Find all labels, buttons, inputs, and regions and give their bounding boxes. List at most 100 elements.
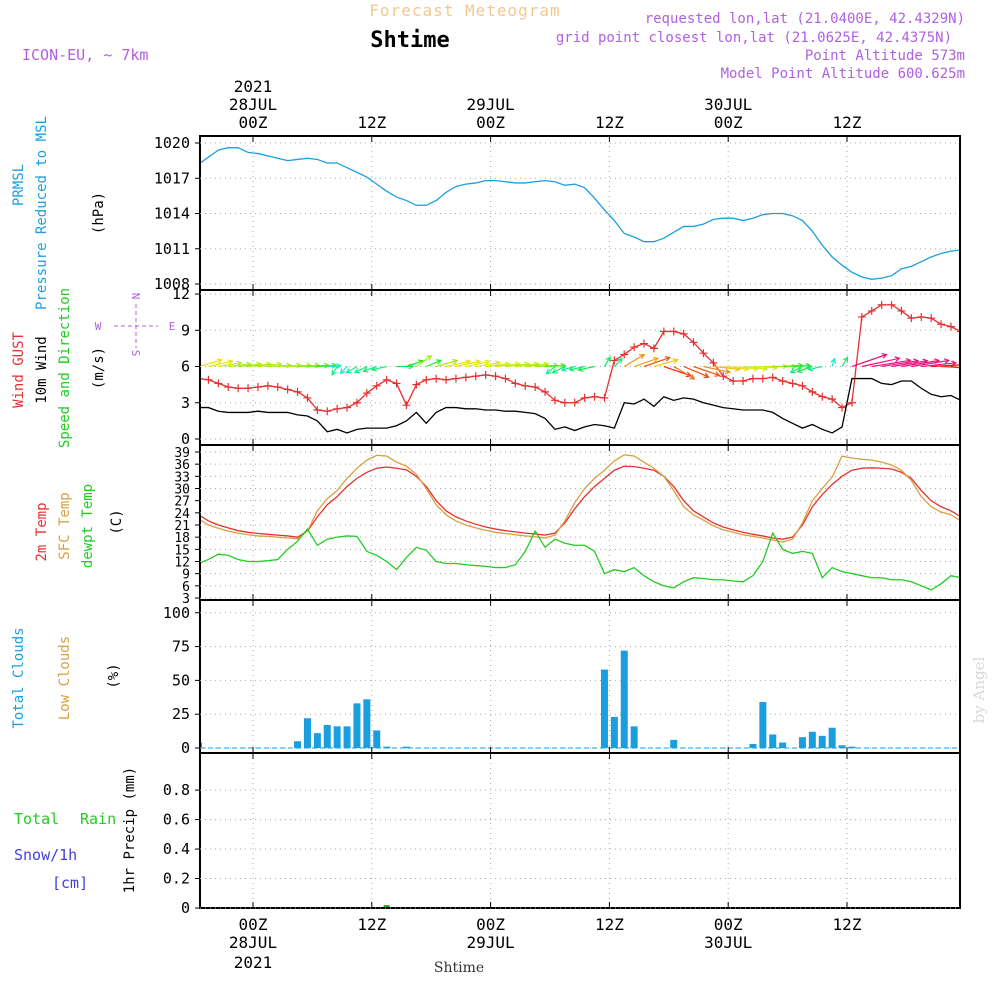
wind-arrow-head: [339, 368, 346, 375]
snow-label: Snow/1h: [14, 846, 77, 864]
gust-marker: [659, 327, 668, 336]
gust-marker: [758, 374, 767, 383]
gust-marker: [877, 300, 886, 309]
wind-arrow: [950, 365, 959, 369]
gust-marker: [442, 375, 451, 384]
bar: [363, 699, 371, 748]
top-date-label: 30JUL: [704, 95, 752, 114]
location-title: Shtime: [370, 28, 449, 53]
wind-arrow: [455, 360, 481, 368]
wind-arrow: [742, 365, 768, 370]
wind-arrow: [426, 359, 442, 368]
wind-arrow-head: [551, 368, 558, 374]
bar: [343, 726, 351, 748]
wind-arrow-head: [484, 359, 491, 366]
gust-marker: [669, 327, 678, 336]
y-tick-label: 6: [181, 358, 190, 376]
wind-arrow-head: [685, 371, 692, 378]
gust-marker: [201, 377, 203, 380]
bottom-hour-label: 00Z: [239, 915, 268, 934]
gust-marker: [630, 343, 639, 352]
gust-marker: [531, 383, 540, 392]
gust-marker: [847, 398, 856, 407]
wind-arrow: [613, 358, 623, 367]
gust-marker: [491, 372, 500, 381]
wind-arrow: [545, 364, 566, 368]
wind-arrow: [633, 357, 659, 368]
gust-marker: [511, 379, 520, 388]
gust-marker: [501, 374, 510, 383]
wind-arrow: [921, 362, 956, 368]
wind-arrow-head: [617, 357, 623, 364]
bar: [828, 727, 836, 748]
wind-arrow-head: [494, 360, 502, 367]
gust-marker: [521, 381, 530, 390]
clouds-unit-label: (%): [106, 663, 122, 688]
wind-arrow: [961, 367, 987, 374]
top-hour-label: 12Z: [833, 113, 862, 132]
gust-marker: [451, 374, 460, 383]
wind-arrow: [808, 365, 823, 371]
compass-north: N: [129, 293, 142, 300]
pressure-unit-label: (hPa): [91, 192, 107, 234]
bar: [201, 742, 203, 748]
gust-marker: [887, 300, 896, 309]
wind-arrow: [881, 360, 919, 368]
y-tick-label: 1008: [154, 275, 190, 293]
temp-sfc-label: SFC Temp: [57, 492, 73, 559]
wind-arrow-head: [842, 356, 849, 363]
bar: [402, 746, 410, 749]
wind-arrow: [723, 365, 749, 370]
wind-arrow-head: [331, 369, 337, 376]
y-tick-label: 12: [172, 285, 190, 303]
wind-arrow: [578, 365, 595, 371]
wind-arrow: [797, 365, 813, 373]
bar: [759, 702, 767, 748]
gust-marker: [323, 407, 332, 416]
requested-coords: requested lon,lat (21.0400E, 42.4329N): [645, 11, 965, 27]
wind-arrow: [831, 358, 835, 367]
gust-marker: [471, 372, 480, 381]
wind-arrow-head: [227, 359, 234, 365]
gust-marker: [689, 338, 698, 347]
gust-marker: [748, 374, 757, 383]
wind-arrow-head: [568, 366, 575, 372]
top-hour-label: 00Z: [476, 113, 505, 132]
gust-marker: [333, 404, 342, 413]
y-tick-label: 33: [174, 470, 190, 485]
gust-marker: [560, 398, 569, 407]
gust-marker: [709, 358, 718, 367]
y-tick-label: 24: [174, 507, 190, 522]
wind-arrow: [643, 356, 671, 368]
wind-arrow: [703, 365, 730, 373]
wind-arrow: [406, 360, 424, 368]
wind-arrow: [790, 365, 803, 373]
bar: [303, 718, 311, 748]
gust-marker: [204, 375, 213, 384]
wind-10m-label: 10m Wind: [34, 336, 50, 403]
gust-marker: [253, 383, 262, 392]
wind-arrow: [525, 363, 549, 368]
bar: [779, 742, 787, 748]
wind-arrow-head: [789, 367, 796, 374]
wind-speed-dir-label: Speed and Direction: [57, 288, 73, 448]
gust-marker: [224, 383, 233, 392]
gust-marker: [372, 381, 381, 390]
gust-marker: [273, 383, 282, 392]
series-line: [201, 465, 959, 540]
prmsl-label: PRMSL: [11, 164, 27, 206]
wind-arrow: [465, 360, 490, 368]
wind-arrow-head: [805, 362, 812, 369]
y-tick-label: 0.4: [163, 840, 190, 858]
bar: [600, 669, 608, 748]
bar: [808, 731, 816, 748]
point-altitude: Point Altitude 573m: [805, 48, 965, 64]
model-altitude: Model Point Altitude 600.625m: [721, 66, 965, 82]
gridpoint-coords: grid point closest lon,lat (21.0625E, 42…: [556, 30, 952, 46]
panel-frame: [199, 752, 961, 909]
wind-arrow-head: [951, 360, 958, 367]
model-label: ICON-EU, ~ 7km: [22, 46, 148, 64]
wind-arrow: [733, 365, 758, 370]
wind-arrow-head: [995, 370, 1000, 375]
